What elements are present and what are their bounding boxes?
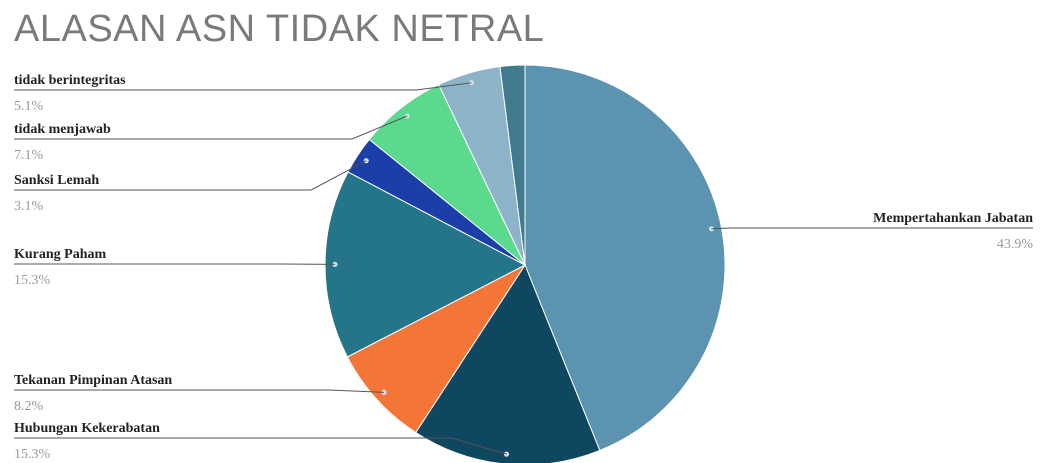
pie-slice	[346, 263, 527, 434]
slice-percent: 7.1%	[14, 148, 44, 163]
chart-title: ALASAN ASN TIDAK NETRAL	[14, 8, 545, 50]
slice-label: Hubungan Kekerabatan	[14, 421, 160, 436]
slice-percent: 5.1%	[14, 99, 44, 114]
slice-label: Kurang Paham	[14, 247, 107, 262]
leader-line	[14, 160, 367, 191]
leader-dot	[363, 158, 369, 164]
pie-slices	[324, 64, 726, 463]
slice-percent: 8.2%	[14, 399, 44, 414]
slice-percent: 15.3%	[14, 273, 51, 288]
slice-percent: 43.9%	[997, 237, 1034, 252]
slice-percent: 3.1%	[14, 199, 44, 214]
pie-slice	[415, 263, 601, 463]
slice-label: tidak menjawab	[14, 122, 111, 137]
slice-label: Mempertahankan Jabatan	[873, 211, 1033, 226]
leader-line	[711, 227, 1033, 230]
leader-line	[14, 437, 507, 455]
pie-slice	[499, 64, 526, 266]
leader-line	[14, 115, 408, 140]
slice-label: tidak berintegritas	[14, 73, 126, 88]
leader-line	[14, 82, 472, 91]
slice-percent: 15.3%	[14, 447, 51, 462]
slice-label: Tekanan Pimpinan Atasan	[14, 373, 172, 388]
leader-line	[14, 389, 385, 393]
slice-label: Sanksi Lemah	[14, 173, 99, 188]
pie-labels: Mempertahankan Jabatan 43.9% Hubungan Keke…	[14, 73, 1033, 462]
pie-slice	[524, 64, 726, 452]
